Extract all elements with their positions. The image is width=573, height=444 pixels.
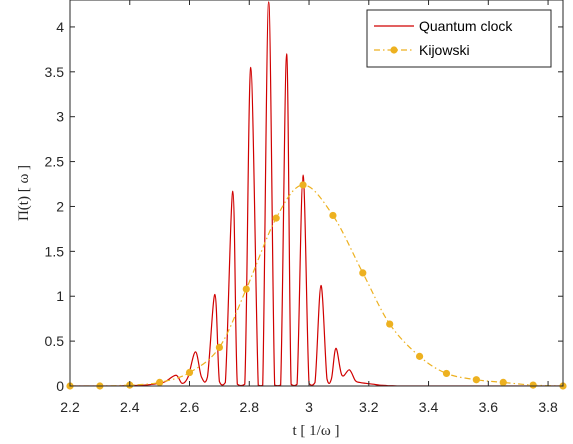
- y-tick-label: 3: [56, 109, 64, 125]
- kijowski-point: [299, 181, 307, 189]
- y-tick-label: 2: [56, 198, 64, 214]
- x-tick-label: 2.6: [180, 399, 200, 415]
- y-tick-label: 1: [56, 288, 64, 304]
- kijowski-point: [329, 211, 337, 220]
- legend: Quantum clock Kijowski: [366, 9, 552, 68]
- kijowski-point: [359, 269, 367, 277]
- x-tick-label: 3.6: [479, 399, 499, 415]
- x-tick-label: 3.4: [419, 399, 439, 415]
- kijowski-point: [242, 285, 250, 293]
- x-tick-label: 3: [305, 399, 313, 415]
- kijowski-point: [156, 378, 164, 387]
- kijowski-point: [442, 369, 451, 378]
- legend-label-kijowski: Kijowski: [419, 42, 470, 58]
- legend-marker-kijowski: [390, 46, 398, 54]
- y-axis-label: Π(t) [ ω ]: [16, 165, 32, 221]
- y-tick-label: 4: [56, 19, 64, 35]
- ticks-layer: 2.2 2.4 2.6 2.8 3 3.2 3.4 3.6 3.8 0 0.5 1 1.5 2 2.5 3 3.…: [45, 0, 563, 415]
- series-layer: [66, 1, 567, 390]
- kijowski-point: [386, 320, 394, 328]
- kijowski-point: [215, 343, 223, 351]
- x-tick-label: 2.4: [120, 399, 140, 415]
- x-axis-label: t [ 1/ω ]: [293, 423, 340, 439]
- kijowski-point: [529, 381, 537, 389]
- series-line-quantum-clock: [70, 1, 563, 386]
- y-tick-label: 1.5: [45, 243, 65, 259]
- y-tick-label: 3.5: [45, 64, 65, 80]
- x-tick-label: 2.8: [240, 399, 260, 415]
- kijowski-point: [185, 368, 194, 377]
- y-tick-label: 0.5: [45, 333, 65, 349]
- x-tick-label: 2.2: [60, 399, 80, 415]
- legend-label-quantum-clock: Quantum clock: [419, 18, 513, 34]
- kijowski-point: [472, 376, 480, 384]
- y-tick-label: 0: [56, 378, 64, 394]
- x-tick-label: 3.2: [359, 399, 379, 415]
- y-tick-label: 2.5: [45, 154, 65, 170]
- x-tick-label: 3.8: [538, 399, 558, 415]
- kijowski-point: [272, 214, 280, 222]
- kijowski-point: [499, 378, 507, 387]
- legend-box: [366, 9, 552, 68]
- kijowski-point: [415, 352, 424, 360]
- plot-border: [69, 0, 564, 387]
